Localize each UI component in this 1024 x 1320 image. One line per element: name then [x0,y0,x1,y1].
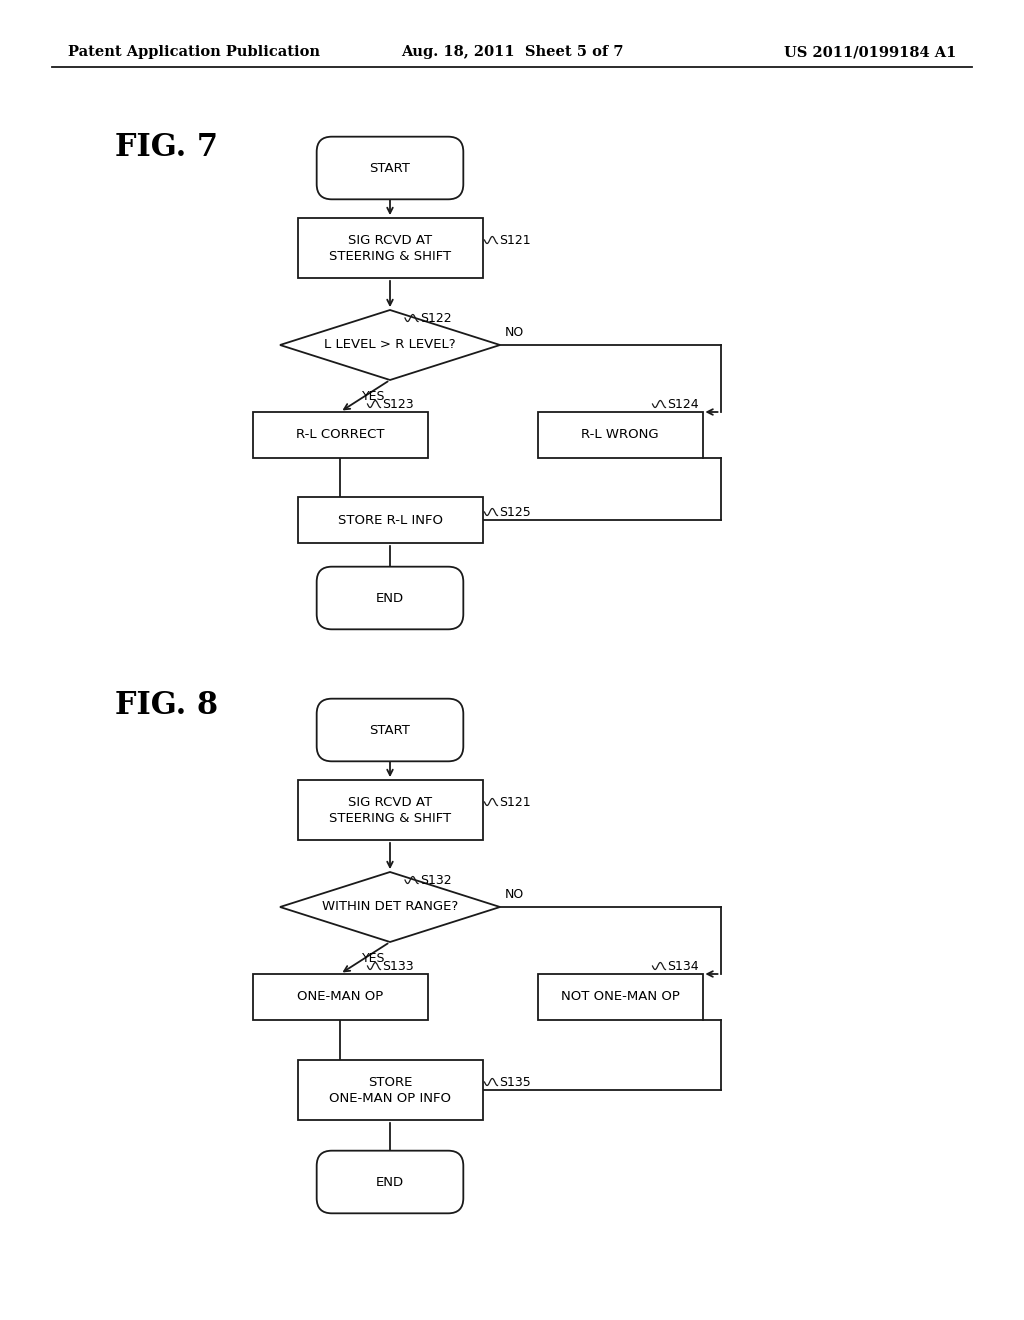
FancyBboxPatch shape [316,1151,463,1213]
Text: NO: NO [505,326,524,339]
Bar [298,780,482,840]
Bar [538,412,702,458]
Bar [298,218,482,279]
Text: SIG RCVD AT
STEERING & SHIFT: SIG RCVD AT STEERING & SHIFT [329,234,451,263]
Text: S121: S121 [500,234,531,247]
Text: S123: S123 [383,397,414,411]
Text: S124: S124 [668,397,699,411]
Bar [253,974,427,1020]
Text: Patent Application Publication: Patent Application Publication [68,45,319,59]
Text: ONE-MAN OP: ONE-MAN OP [297,990,383,1003]
Text: END: END [376,1176,404,1188]
Text: S133: S133 [383,960,414,973]
Text: NOT ONE-MAN OP: NOT ONE-MAN OP [560,990,680,1003]
Text: STORE R-L INFO: STORE R-L INFO [338,513,442,527]
Text: SIG RCVD AT
STEERING & SHIFT: SIG RCVD AT STEERING & SHIFT [329,796,451,825]
Text: FIG. 7: FIG. 7 [115,132,218,164]
FancyBboxPatch shape [316,137,463,199]
Text: NO: NO [505,888,524,902]
Text: S122: S122 [420,312,452,325]
Text: S135: S135 [500,1076,531,1089]
Text: R-L CORRECT: R-L CORRECT [296,429,384,441]
Polygon shape [280,873,500,942]
Text: FIG. 8: FIG. 8 [115,690,218,722]
Text: START: START [370,723,411,737]
Text: R-L WRONG: R-L WRONG [582,429,658,441]
Text: YES: YES [361,952,385,965]
Text: S121: S121 [500,796,531,808]
Text: Aug. 18, 2011  Sheet 5 of 7: Aug. 18, 2011 Sheet 5 of 7 [400,45,624,59]
Bar [253,412,427,458]
FancyBboxPatch shape [316,698,463,762]
Bar [298,1060,482,1119]
Text: STORE
ONE-MAN OP INFO: STORE ONE-MAN OP INFO [329,1076,451,1105]
Polygon shape [280,310,500,380]
Bar [298,498,482,543]
Text: L LEVEL > R LEVEL?: L LEVEL > R LEVEL? [325,338,456,351]
Text: S125: S125 [500,506,531,519]
FancyBboxPatch shape [316,566,463,630]
Text: START: START [370,161,411,174]
Text: WITHIN DET RANGE?: WITHIN DET RANGE? [322,900,458,913]
Text: YES: YES [361,389,385,403]
Bar [538,974,702,1020]
Text: END: END [376,591,404,605]
Text: S132: S132 [420,874,452,887]
Text: S134: S134 [668,960,699,973]
Text: US 2011/0199184 A1: US 2011/0199184 A1 [783,45,956,59]
